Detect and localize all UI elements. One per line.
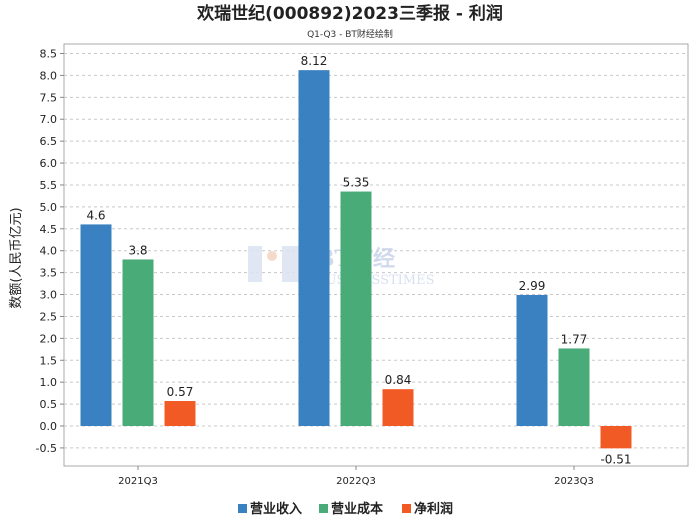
y-tick-label: 6.5: [40, 135, 58, 148]
bar-净利润-2021Q3: [164, 401, 196, 426]
y-tick-label: 0.0: [40, 420, 58, 433]
bar-营业成本-2021Q3: [122, 259, 154, 426]
y-tick-label: 0.5: [40, 398, 58, 411]
bar-净利润-2022Q3: [382, 389, 414, 426]
data-label: 0.84: [385, 373, 412, 387]
watermark-logo-dot: [267, 251, 277, 261]
x-axis-categories: 2021Q3 2022Q3 2023Q3: [118, 466, 594, 487]
x-category-label: 2022Q3: [336, 476, 376, 487]
bar-净利润-2023Q3: [600, 426, 632, 449]
y-tick-label: 4.0: [40, 245, 58, 258]
bar-营业成本-2022Q3: [340, 191, 372, 426]
y-tick-label: 5.5: [40, 179, 58, 192]
legend-label: 营业收入: [250, 501, 302, 517]
x-category-label: 2021Q3: [118, 476, 158, 487]
data-label: 0.57: [167, 385, 194, 399]
data-label: 1.77: [561, 332, 588, 346]
legend-swatch: [319, 504, 328, 513]
x-category-label: 2023Q3: [554, 476, 594, 487]
data-label: 2.99: [519, 279, 546, 293]
bar-营业收入-2023Q3: [516, 294, 548, 426]
y-tick-label: 1.5: [40, 354, 58, 367]
bars: 4.6 8.12 2.99 3.8 5.35 1.77 0.57 0.84 -0.51: [80, 54, 632, 466]
bar-营业收入-2021Q3: [80, 224, 112, 426]
y-tick-label: 7.0: [40, 113, 58, 126]
legend-swatch: [238, 504, 247, 513]
y-axis-label: 数额(人民币亿元): [9, 207, 24, 308]
y-tick-label: 3.5: [40, 267, 58, 280]
y-tick-label: 5.0: [40, 201, 58, 214]
y-tick-label: 3.0: [40, 289, 58, 302]
y-tick-label: 8.5: [40, 48, 58, 61]
legend-swatch: [402, 504, 411, 513]
y-tick-label: 7.5: [40, 91, 58, 104]
bar-营业成本-2023Q3: [558, 348, 590, 426]
y-tick-label: 8.0: [40, 69, 58, 82]
legend-label: 净利润: [414, 501, 453, 517]
legend-label: 营业成本: [331, 501, 383, 517]
y-axis-ticks: -0.5 0.0 0.5 1.0 1.5 2.0 2.5 3.0 3.5 4.0 4.5 5.0 5.5…: [36, 48, 64, 455]
data-label: -0.51: [600, 452, 631, 466]
watermark-subtext: BUSINESSTIMES: [316, 273, 435, 288]
y-tick-label: 1.0: [40, 376, 58, 389]
data-label: 5.35: [343, 176, 370, 190]
data-label: 4.6: [86, 208, 105, 222]
y-tick-label: 2.0: [40, 332, 58, 345]
chart-title: 欢瑞世纪(000892)2023三季报 - 利润: [196, 3, 503, 24]
watermark-logo-icon: [248, 246, 262, 282]
y-tick-label: -0.5: [36, 442, 57, 455]
bar-营业收入-2022Q3: [298, 70, 330, 426]
data-label: 8.12: [301, 54, 328, 68]
legend: 营业收入 营业成本 净利润: [238, 501, 453, 517]
chart-subtitle: Q1-Q3 - BT财经绘制: [307, 28, 393, 40]
y-tick-label: 2.5: [40, 310, 58, 323]
data-label: 3.8: [128, 243, 147, 257]
y-tick-label: 6.0: [40, 157, 58, 170]
y-tick-label: 4.5: [40, 223, 58, 236]
